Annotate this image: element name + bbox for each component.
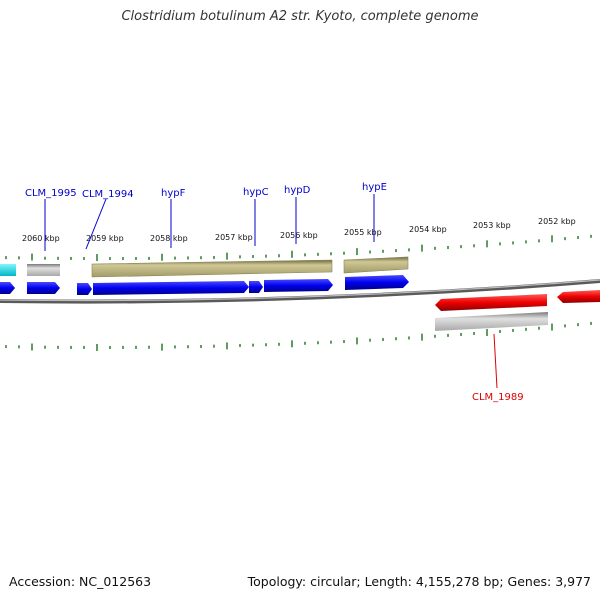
ruler-label-2059: 2059 kbp xyxy=(86,234,124,243)
genome-info-text: Topology: circular; Length: 4,155,278 bp… xyxy=(247,574,591,589)
ruler-label-2055: 2055 kbp xyxy=(344,228,382,237)
gene-label-clm-1995[interactable]: CLM_1995 xyxy=(25,188,77,199)
accession-text: Accession: NC_012563 xyxy=(9,574,152,589)
gene-bar-clm-1995 xyxy=(27,264,60,276)
cds-arrow-hype[interactable] xyxy=(345,275,409,290)
gene-bar-hype xyxy=(343,256,409,274)
ruler-label-2052: 2052 kbp xyxy=(538,217,576,226)
cds-arrow-hypc[interactable] xyxy=(249,281,263,293)
upper-ruler-ticks xyxy=(5,234,592,262)
cds-arrow-hypf[interactable] xyxy=(93,281,249,295)
cds-arrow-clm-1994[interactable] xyxy=(77,283,92,295)
ruler-label-2057: 2057 kbp xyxy=(215,233,253,242)
gene-label-hype[interactable]: hypE xyxy=(362,182,387,193)
map-title: Clostridium botulinum A2 str. Kyoto, com… xyxy=(121,9,479,24)
lower-ruler-ticks xyxy=(5,321,592,351)
gene-label-hypc[interactable]: hypC xyxy=(243,187,269,198)
genome-backbone xyxy=(0,279,600,304)
ruler-label-2060: 2060 kbp xyxy=(22,234,60,243)
gene-bar-hyp-cluster xyxy=(91,259,333,278)
ruler-label-2058: 2058 kbp xyxy=(150,234,188,243)
ruler-label-2056: 2056 kbp xyxy=(280,231,318,240)
gene-label-hypd[interactable]: hypD xyxy=(284,185,311,196)
gene-bar-clm-1989 xyxy=(435,312,548,331)
cds-arrow-clm-1989[interactable] xyxy=(435,294,547,311)
ruler-label-2054: 2054 kbp xyxy=(409,225,447,234)
gene-label-clm-1994[interactable]: CLM_1994 xyxy=(82,189,134,200)
cds-arrow-reverse[interactable] xyxy=(557,290,600,303)
cds-arrow-forward[interactable] xyxy=(0,282,15,294)
cds-arrow-hypd[interactable] xyxy=(264,279,333,292)
cds-arrow-clm-1995[interactable] xyxy=(27,282,60,294)
gene-label-hypf[interactable]: hypF xyxy=(161,188,186,199)
ruler-label-2053: 2053 kbp xyxy=(473,221,511,230)
gene-label-clm-1989[interactable]: CLM_1989 xyxy=(472,392,524,403)
rna-gene-bar xyxy=(0,264,16,276)
